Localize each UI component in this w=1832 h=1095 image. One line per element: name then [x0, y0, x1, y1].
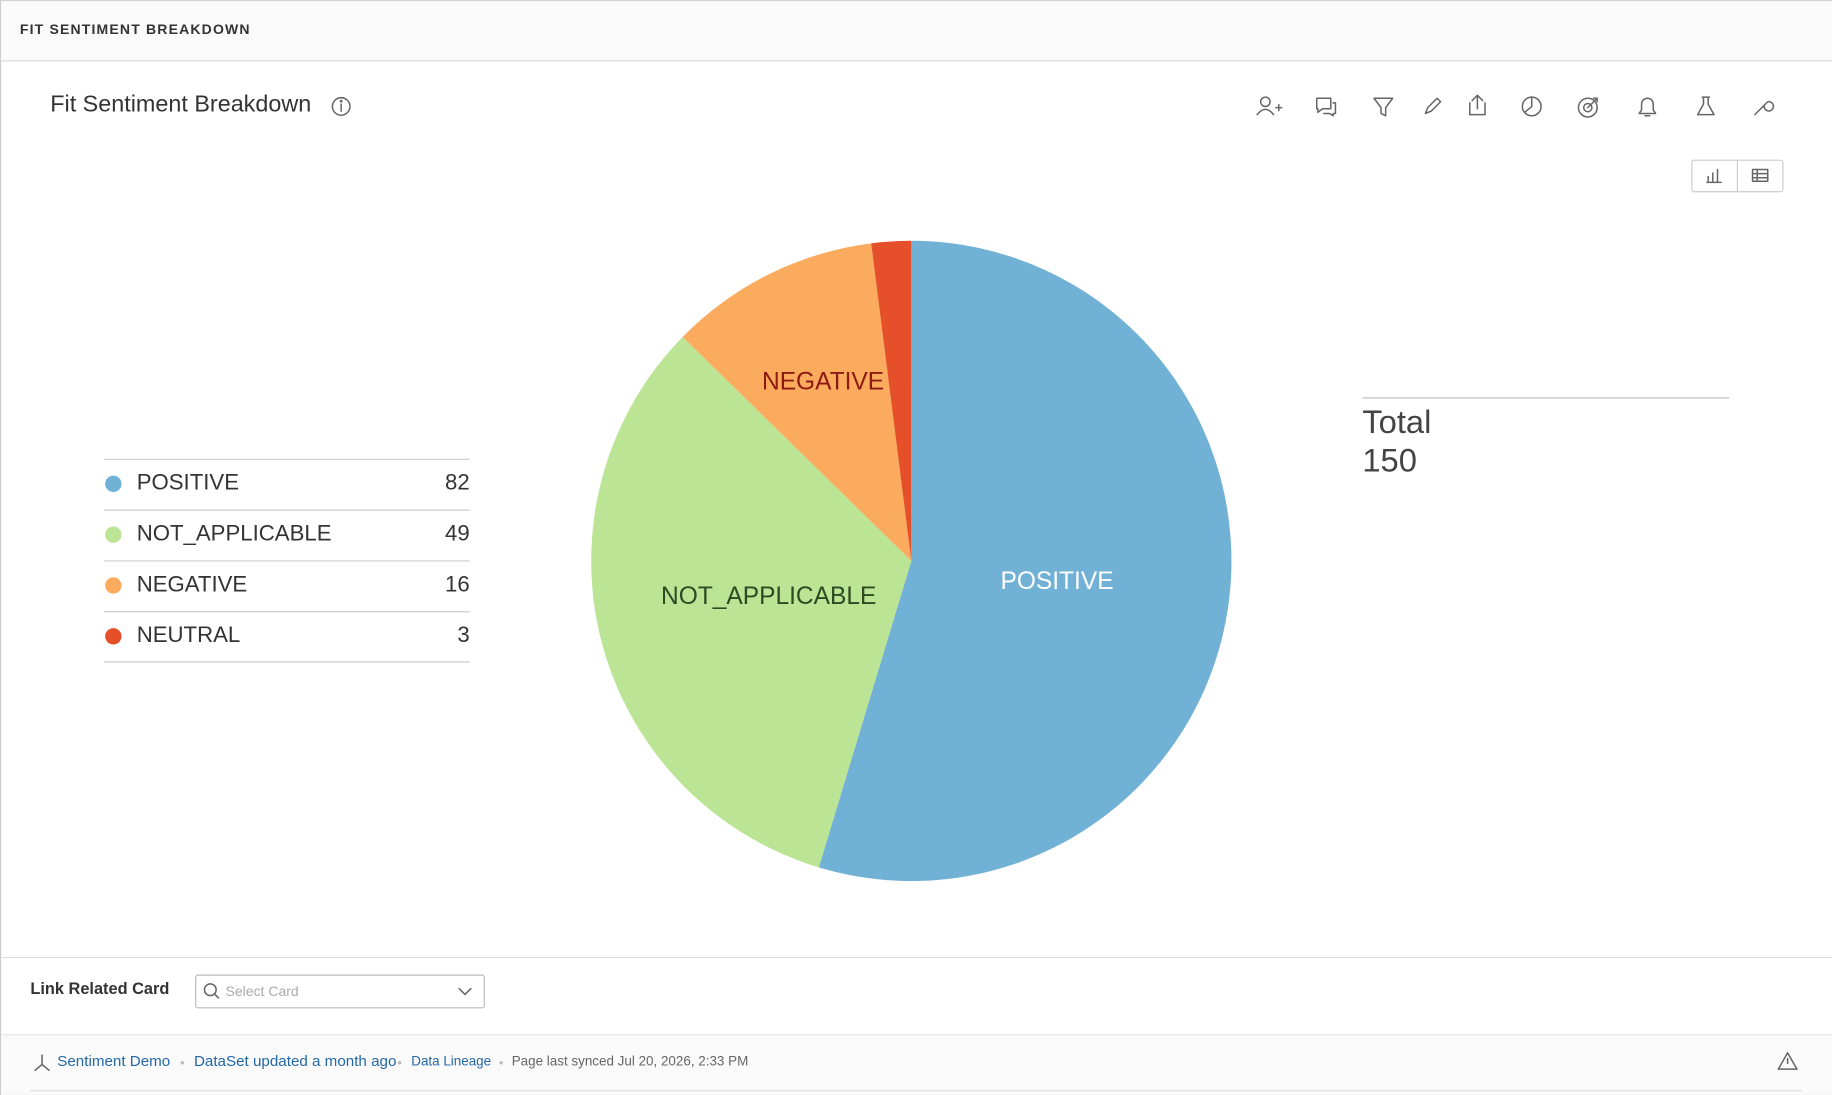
card-title: Fit Sentiment Breakdown [50, 90, 311, 116]
share-user-icon[interactable] [1256, 96, 1283, 116]
search-icon [203, 983, 220, 999]
legend-label: NOT_APPLICABLE [137, 521, 332, 546]
slice-label: POSITIVE [1000, 568, 1113, 595]
total-label: Total [1362, 403, 1431, 440]
pie-slice [682, 243, 912, 561]
slice-label: NOT_APPLICABLE [661, 583, 876, 610]
lineage-icon [34, 1054, 50, 1072]
goal-icon[interactable] [1577, 97, 1598, 118]
chart-view-button[interactable] [1706, 168, 1722, 184]
legend-label: NEUTRAL [137, 622, 241, 647]
separator [397, 1060, 402, 1065]
header-title: FIT SENTIMENT BREAKDOWN [20, 21, 251, 37]
legend-swatch [105, 628, 122, 645]
filter-icon[interactable] [1373, 97, 1394, 117]
separator [180, 1060, 185, 1065]
pie: POSITIVE NOT_APPLICABLE NEGATIVE [591, 240, 1232, 882]
legend-label: NEGATIVE [137, 571, 248, 596]
dataset-link[interactable]: Sentiment Demo [57, 1053, 170, 1070]
sync-status: Page last synced Jul 20, 2026, 2:33 PM [512, 1054, 749, 1069]
legend-value: 3 [457, 622, 469, 647]
edit-icon[interactable] [1424, 97, 1442, 115]
card-select[interactable] [195, 974, 485, 1009]
legend-value: 16 [445, 571, 470, 596]
settings-icon[interactable] [1754, 100, 1775, 116]
separator [499, 1060, 503, 1065]
beta-icon[interactable] [1696, 96, 1715, 116]
total-value: 150 [1362, 441, 1417, 478]
header-bar [1, 1, 1832, 61]
slice-label: NEGATIVE [762, 369, 884, 396]
select-placeholder: Select Card [225, 983, 298, 999]
toolbar [1256, 94, 1775, 118]
lineage-link[interactable]: Data Lineage [411, 1054, 491, 1069]
pie-slice [871, 240, 912, 561]
legend: POSITIVE 82 NOT_APPLICABLE 49 NEGATIVE 16 NEUT… [103, 458, 470, 663]
dropdown-caret [458, 987, 472, 996]
export-icon[interactable] [1469, 94, 1486, 116]
dataset-updated[interactable]: DataSet updated a month ago [194, 1053, 396, 1070]
legend-value: 49 [445, 521, 470, 546]
chart-type-icon[interactable] [1521, 96, 1542, 117]
legend-label: POSITIVE [137, 470, 239, 495]
comments-icon[interactable] [1315, 97, 1337, 117]
related-label: Link Related Card [30, 980, 169, 998]
legend-swatch [105, 526, 122, 543]
pie-slice [818, 240, 1232, 882]
legend-value: 82 [445, 470, 470, 495]
table-view-button[interactable] [1751, 168, 1769, 182]
alert-icon[interactable] [1638, 97, 1657, 117]
legend-swatch [105, 577, 122, 594]
view-toggle [1691, 159, 1784, 193]
info-icon[interactable] [331, 96, 351, 116]
pie-slice [591, 336, 912, 868]
warning-icon[interactable] [1777, 1052, 1798, 1070]
footer-bar [1, 1034, 1832, 1095]
legend-swatch [105, 475, 122, 493]
